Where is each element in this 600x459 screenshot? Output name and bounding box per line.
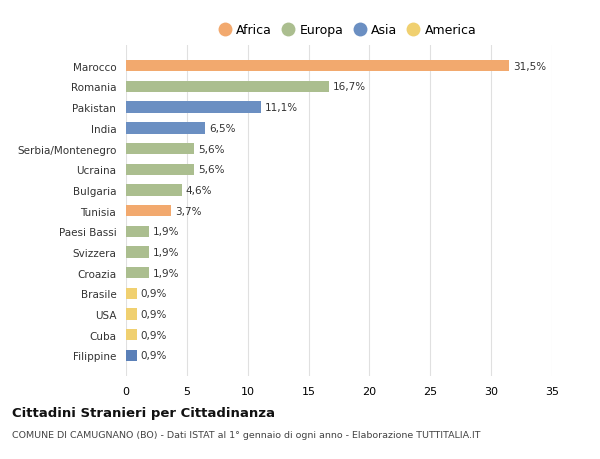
Bar <box>126 350 137 361</box>
Text: 31,5%: 31,5% <box>513 62 546 72</box>
Bar <box>126 226 149 237</box>
Bar <box>126 102 261 113</box>
Bar <box>126 288 137 299</box>
Bar <box>126 164 194 175</box>
Bar <box>126 144 194 155</box>
Text: 0,9%: 0,9% <box>140 330 167 340</box>
Text: 0,9%: 0,9% <box>140 309 167 319</box>
Bar <box>126 268 149 279</box>
Text: 4,6%: 4,6% <box>185 185 212 196</box>
Bar <box>126 61 509 72</box>
Text: 6,5%: 6,5% <box>209 123 235 134</box>
Bar <box>126 206 171 217</box>
Text: 5,6%: 5,6% <box>198 165 224 175</box>
Bar <box>126 330 137 341</box>
Text: 0,9%: 0,9% <box>140 289 167 299</box>
Text: 0,9%: 0,9% <box>140 351 167 361</box>
Text: 1,9%: 1,9% <box>153 247 179 257</box>
Text: 5,6%: 5,6% <box>198 144 224 154</box>
Bar <box>126 185 182 196</box>
Text: 1,9%: 1,9% <box>153 268 179 278</box>
Bar <box>126 247 149 258</box>
Bar <box>126 123 205 134</box>
Text: COMUNE DI CAMUGNANO (BO) - Dati ISTAT al 1° gennaio di ogni anno - Elaborazione : COMUNE DI CAMUGNANO (BO) - Dati ISTAT al… <box>12 431 481 440</box>
Legend: Africa, Europa, Asia, America: Africa, Europa, Asia, America <box>214 19 481 42</box>
Text: 16,7%: 16,7% <box>333 82 366 92</box>
Text: 11,1%: 11,1% <box>265 103 298 113</box>
Bar <box>126 309 137 320</box>
Text: Cittadini Stranieri per Cittadinanza: Cittadini Stranieri per Cittadinanza <box>12 406 275 419</box>
Text: 3,7%: 3,7% <box>175 206 201 216</box>
Text: 1,9%: 1,9% <box>153 227 179 237</box>
Bar <box>126 82 329 93</box>
